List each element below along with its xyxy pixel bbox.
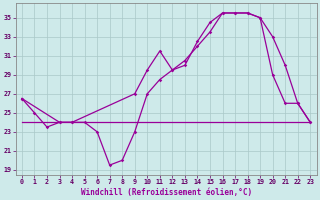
X-axis label: Windchill (Refroidissement éolien,°C): Windchill (Refroidissement éolien,°C) <box>81 188 252 197</box>
